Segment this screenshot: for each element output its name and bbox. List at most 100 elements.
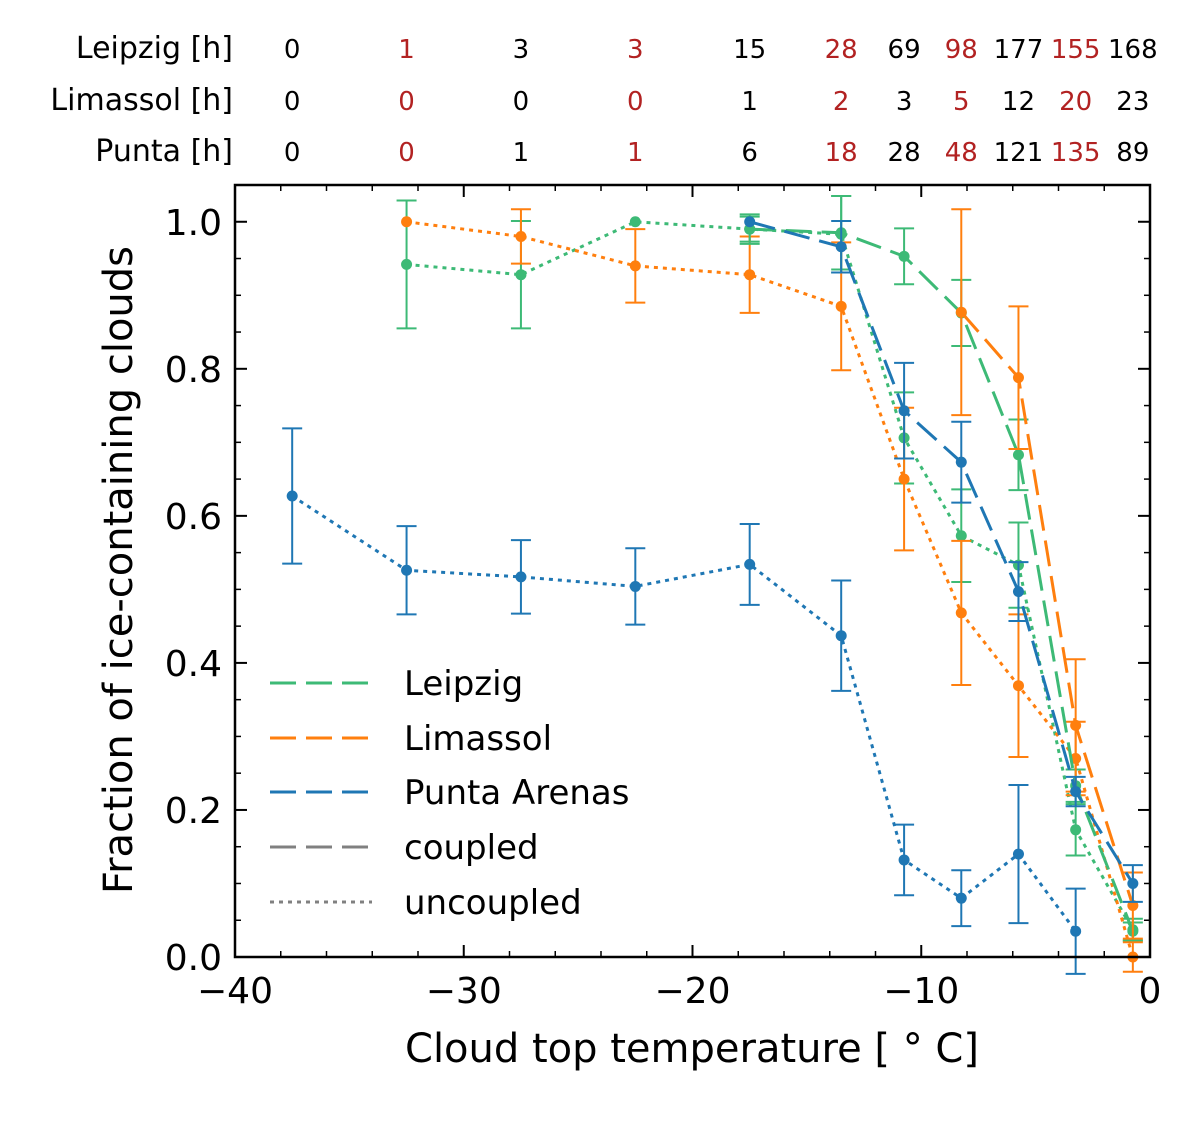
table-cell: 0	[284, 87, 301, 117]
legend: Leipzig Limassol Punta Arenas coupled uncoup…	[270, 664, 629, 923]
table-cell: 0	[284, 35, 301, 65]
data-point	[835, 630, 847, 642]
table-row-label: Leipzig [h]	[76, 31, 233, 66]
y-tick-label: 0.8	[165, 350, 222, 391]
table-cell: 69	[888, 35, 921, 65]
data-point	[955, 306, 967, 318]
plot-series	[282, 195, 1143, 975]
table-cell: 3	[513, 35, 530, 65]
y-tick-label: 0.2	[165, 791, 222, 832]
data-point	[401, 564, 413, 576]
legend-label: uncoupled	[404, 883, 582, 923]
data-point	[1070, 719, 1082, 731]
data-point	[1012, 680, 1024, 692]
table-cell: 15	[733, 35, 766, 65]
table-cell: 155	[1051, 35, 1101, 65]
x-tick-label: 0	[1139, 971, 1162, 1012]
table-cell: 3	[896, 87, 913, 117]
data-point	[835, 300, 847, 312]
table-cell: 48	[945, 138, 978, 168]
table-cell: 23	[1116, 87, 1149, 117]
table-cell: 89	[1116, 138, 1149, 168]
x-tick-label: −10	[883, 971, 959, 1012]
data-point	[955, 456, 967, 468]
table-cell: 135	[1051, 138, 1101, 168]
data-point	[1070, 824, 1082, 836]
table-cell: 1	[513, 138, 530, 168]
series-punta-arenas-uncoupled	[282, 427, 1086, 975]
table-cell: 1	[398, 35, 415, 65]
y-tick-label: 0.6	[165, 497, 222, 538]
data-point	[898, 405, 910, 417]
series-limassol-coupled	[951, 208, 1143, 940]
data-point	[1012, 372, 1024, 384]
data-point	[955, 607, 967, 619]
series-line	[291, 494, 1077, 933]
table-cell: 0	[398, 87, 415, 117]
table-cell: 1	[741, 87, 758, 117]
table-cell: 2	[833, 87, 850, 117]
y-tick-label: 1.0	[165, 203, 222, 244]
data-point	[744, 558, 756, 570]
plot-frame	[233, 183, 1152, 959]
data-point	[515, 230, 527, 242]
series-leipzig-coupled	[739, 195, 1143, 942]
data-point	[744, 269, 756, 281]
legend-label: coupled	[404, 828, 539, 868]
data-point	[898, 250, 910, 262]
data-point	[1070, 786, 1082, 798]
series-line	[406, 220, 1135, 958]
series-line	[960, 311, 1135, 906]
hours-table: Leipzig [h] 0 1 3 3 15 28 69 98 177 155 168Limassol…	[50, 31, 1157, 169]
table-cell: 0	[513, 87, 530, 117]
table-cell: 28	[825, 35, 858, 65]
data-point	[629, 260, 641, 272]
table-cell: 1	[627, 138, 644, 168]
data-point	[286, 490, 298, 502]
table-cell: 177	[994, 35, 1044, 65]
data-point	[898, 854, 910, 866]
table-cell: 98	[945, 35, 978, 65]
data-point	[1012, 449, 1024, 461]
data-point	[629, 580, 641, 592]
table-cell: 0	[398, 138, 415, 168]
data-point	[955, 892, 967, 904]
series-punta-arenas-coupled	[744, 216, 1143, 903]
data-point	[955, 530, 967, 542]
table-cell: 28	[888, 138, 921, 168]
x-tick-label: −30	[426, 971, 502, 1012]
series-line	[406, 220, 1135, 931]
table-cell: 168	[1108, 35, 1158, 65]
y-axis-label: Fraction of ice-containing clouds	[96, 246, 142, 894]
table-row-label: Punta [h]	[95, 134, 233, 169]
x-tick-label: −40	[197, 971, 273, 1012]
data-point	[898, 473, 910, 485]
data-point	[401, 216, 413, 228]
y-tick-label: 0.0	[165, 938, 222, 979]
legend-label: Punta Arenas	[404, 773, 629, 813]
table-cell: 6	[741, 138, 758, 168]
table-cell: 12	[1002, 87, 1035, 117]
table-row-label: Limassol [h]	[50, 83, 233, 118]
table-cell: 5	[953, 87, 970, 117]
data-point	[1012, 848, 1024, 860]
table-cell: 0	[627, 87, 644, 117]
table-cell: 18	[825, 138, 858, 168]
data-point	[515, 571, 527, 583]
data-point	[515, 269, 527, 281]
legend-label: Leipzig	[404, 664, 523, 704]
x-tick-label: −20	[655, 971, 731, 1012]
data-point	[744, 216, 756, 228]
data-point	[1012, 586, 1024, 598]
data-point	[401, 258, 413, 270]
data-point	[629, 216, 641, 228]
legend-label: Limassol	[404, 719, 552, 759]
y-tick-label: 0.4	[165, 644, 222, 685]
x-axis-label: Cloud top temperature [ ° C]	[405, 1026, 979, 1072]
data-point	[1127, 877, 1139, 889]
table-cell: 121	[994, 138, 1044, 168]
table-cell: 0	[284, 138, 301, 168]
table-cell: 3	[627, 35, 644, 65]
data-point	[1070, 925, 1082, 937]
